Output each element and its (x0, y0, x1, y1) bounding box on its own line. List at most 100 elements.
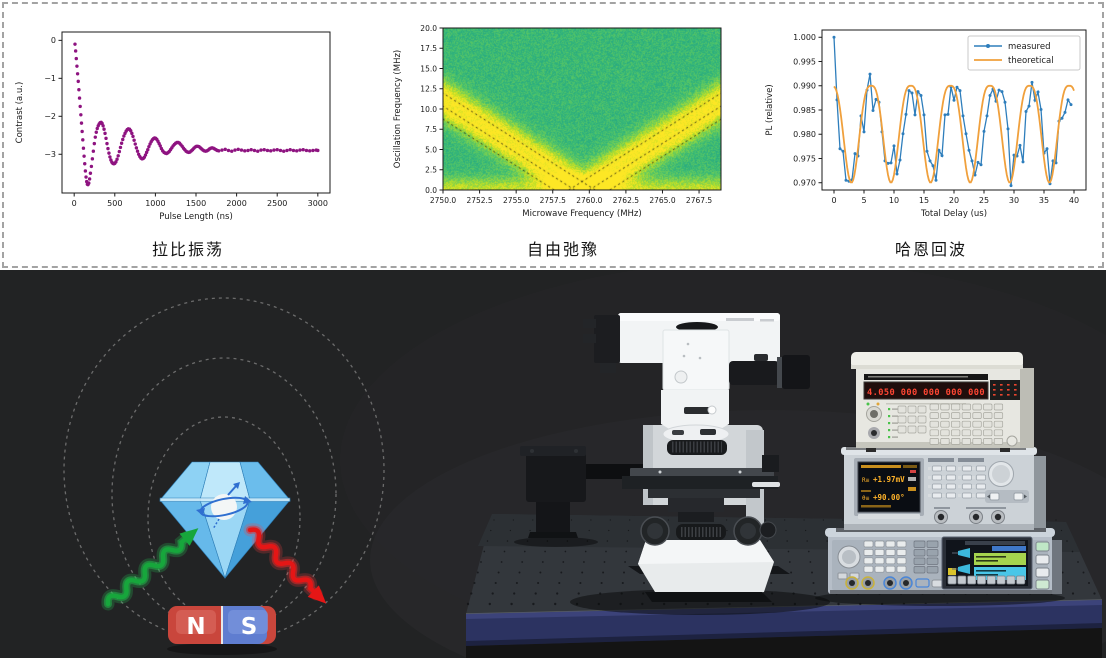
lockin-button-banks (928, 465, 986, 499)
svg-text:2000: 2000 (226, 199, 246, 208)
svg-text:−1: −1 (44, 74, 56, 83)
svg-text:2.5: 2.5 (425, 166, 437, 175)
svg-text:Pulse Length (ns): Pulse Length (ns) (159, 212, 233, 222)
svg-text:Total Delay (us): Total Delay (us) (920, 209, 987, 219)
instrument-lockin: R≡ +1.97mV θ≡ +90.00° (836, 447, 1046, 532)
svg-text:2762.5: 2762.5 (613, 196, 639, 205)
lockin-screen: R≡ +1.97mV θ≡ +90.00° (854, 458, 924, 519)
svg-text:0.970: 0.970 (793, 179, 816, 188)
svg-text:Oscillation Frequency (MHz): Oscillation Frequency (MHz) (393, 50, 403, 169)
magnet-icon: N S (167, 606, 277, 655)
generator-power-button (1006, 435, 1018, 447)
microscope (570, 313, 830, 615)
svg-text:0: 0 (72, 199, 77, 208)
lockin-phase-value: +90.00° (873, 493, 905, 502)
hahn-caption: 哈恩回波 (894, 240, 967, 259)
svg-text:15.0: 15.0 (420, 64, 437, 73)
generator-led-display: 4.050 000 000 000 000 (863, 381, 989, 400)
svg-text:5: 5 (861, 196, 866, 205)
svg-text:2765.0: 2765.0 (649, 196, 675, 205)
rabi-chart: 0 500 1000 1500 2000 2500 3000 0 −1 −2 −3 Pulse Len… (15, 31, 331, 222)
generator-status-leds (993, 384, 1017, 396)
plots-panel: 0 500 1000 1500 2000 2500 3000 0 −1 −2 −3 Pulse Len… (0, 0, 1106, 270)
svg-text:2500: 2500 (267, 199, 287, 208)
hahn-chart: 0 5 10 15 20 25 30 35 40 0.970 0.975 0.980 0.985 0.99… (765, 29, 1087, 219)
instrument-signal-generator: 4.050 000 000 000 000 (846, 352, 1034, 452)
fid-chart: 2750.0 2752.5 2755.0 2757.5 2760.0 2762.5 2765… (393, 24, 722, 219)
awg-keypad (863, 540, 907, 573)
fid-figure: 2750.0 2752.5 2755.0 2757.5 2760.0 2762.5 2765… (388, 6, 738, 266)
svg-text:1.000: 1.000 (793, 33, 816, 42)
lockin-phase-label: θ≡ (862, 495, 870, 502)
awg-bnc-row (845, 576, 944, 590)
magnet-south-label: S (241, 614, 258, 640)
svg-text:1000: 1000 (145, 199, 165, 208)
svg-text:2750.0: 2750.0 (430, 196, 456, 205)
generator-arrow-keys (897, 405, 927, 434)
svg-text:1500: 1500 (186, 199, 206, 208)
instrument-stack: R≡ +1.97mV θ≡ +90.00° (815, 352, 1065, 606)
fid-caption: 自由弛豫 (526, 240, 599, 259)
svg-text:17.5: 17.5 (420, 44, 437, 53)
svg-text:0.995: 0.995 (793, 57, 816, 66)
svg-text:0.980: 0.980 (793, 130, 816, 139)
svg-text:10: 10 (889, 196, 899, 205)
svg-text:5.0: 5.0 (425, 145, 437, 154)
svg-text:0: 0 (831, 196, 836, 205)
svg-text:30: 30 (1009, 196, 1019, 205)
lockin-r-value: +1.97mV (873, 475, 905, 484)
experiment-scene: N S (0, 270, 1106, 658)
svg-text:0.990: 0.990 (793, 82, 816, 91)
svg-text:12.5: 12.5 (420, 85, 437, 94)
hahn-legend: measured theoretical (967, 35, 1081, 71)
svg-text:Contrast (a.u.): Contrast (a.u.) (15, 82, 25, 144)
svg-text:Microwave Frequency (MHz): Microwave Frequency (MHz) (522, 209, 641, 219)
svg-text:0.985: 0.985 (793, 106, 816, 115)
svg-text:0: 0 (51, 36, 56, 45)
generator-frequency-readout: 4.050 000 000 000 000 (867, 388, 985, 398)
spin-icon (196, 482, 252, 530)
fluorescence-arrow-icon (243, 523, 327, 604)
svg-text:2760.0: 2760.0 (576, 196, 602, 205)
awg-function-buttons (913, 540, 939, 574)
svg-text:2752.5: 2752.5 (466, 196, 492, 205)
svg-text:PL (relative): PL (relative) (765, 84, 775, 135)
diamond-icon (159, 461, 291, 579)
laser-excitation-arrow-icon (101, 528, 199, 611)
laser-module (514, 446, 646, 547)
svg-text:measured: measured (1008, 42, 1050, 52)
svg-text:10.0: 10.0 (420, 105, 437, 114)
fid-heatmap-canvas (443, 28, 721, 190)
svg-text:15: 15 (919, 196, 929, 205)
lockin-bnc-row (934, 507, 1006, 524)
svg-text:40: 40 (1069, 196, 1079, 205)
svg-text:3000: 3000 (308, 199, 328, 208)
magnet-north-label: N (186, 614, 205, 640)
rabi-figure: 0 500 1000 1500 2000 2500 3000 0 −1 −2 −3 Pulse Len… (8, 6, 368, 266)
generator-led-legend (888, 408, 898, 439)
svg-text:25: 25 (979, 196, 989, 205)
lockin-r-label: R≡ (862, 477, 870, 484)
scene-svg: N S (63, 270, 1106, 658)
svg-text:−3: −3 (44, 150, 56, 159)
hahn-figure: 0 5 10 15 20 25 30 35 40 0.970 0.975 0.980 0.985 0.99… (758, 6, 1104, 266)
diamond-illustration: N S (101, 461, 327, 655)
svg-text:7.5: 7.5 (425, 125, 437, 134)
svg-text:35: 35 (1039, 196, 1049, 205)
svg-text:0.975: 0.975 (793, 154, 816, 163)
awg-screen (941, 536, 1033, 590)
generator-keypad (929, 403, 1004, 445)
svg-text:−2: −2 (44, 112, 56, 121)
awg-right-buttons (1035, 541, 1050, 590)
svg-text:20: 20 (949, 196, 959, 205)
svg-text:2755.0: 2755.0 (503, 196, 529, 205)
instrument-awg (825, 528, 1062, 594)
svg-text:500: 500 (107, 199, 122, 208)
svg-text:20.0: 20.0 (420, 24, 437, 33)
svg-text:theoretical: theoretical (1008, 56, 1054, 66)
svg-text:2757.5: 2757.5 (540, 196, 566, 205)
rabi-caption: 拉比振荡 (151, 240, 224, 259)
svg-text:2767.5: 2767.5 (686, 196, 712, 205)
svg-text:0.0: 0.0 (425, 186, 437, 195)
